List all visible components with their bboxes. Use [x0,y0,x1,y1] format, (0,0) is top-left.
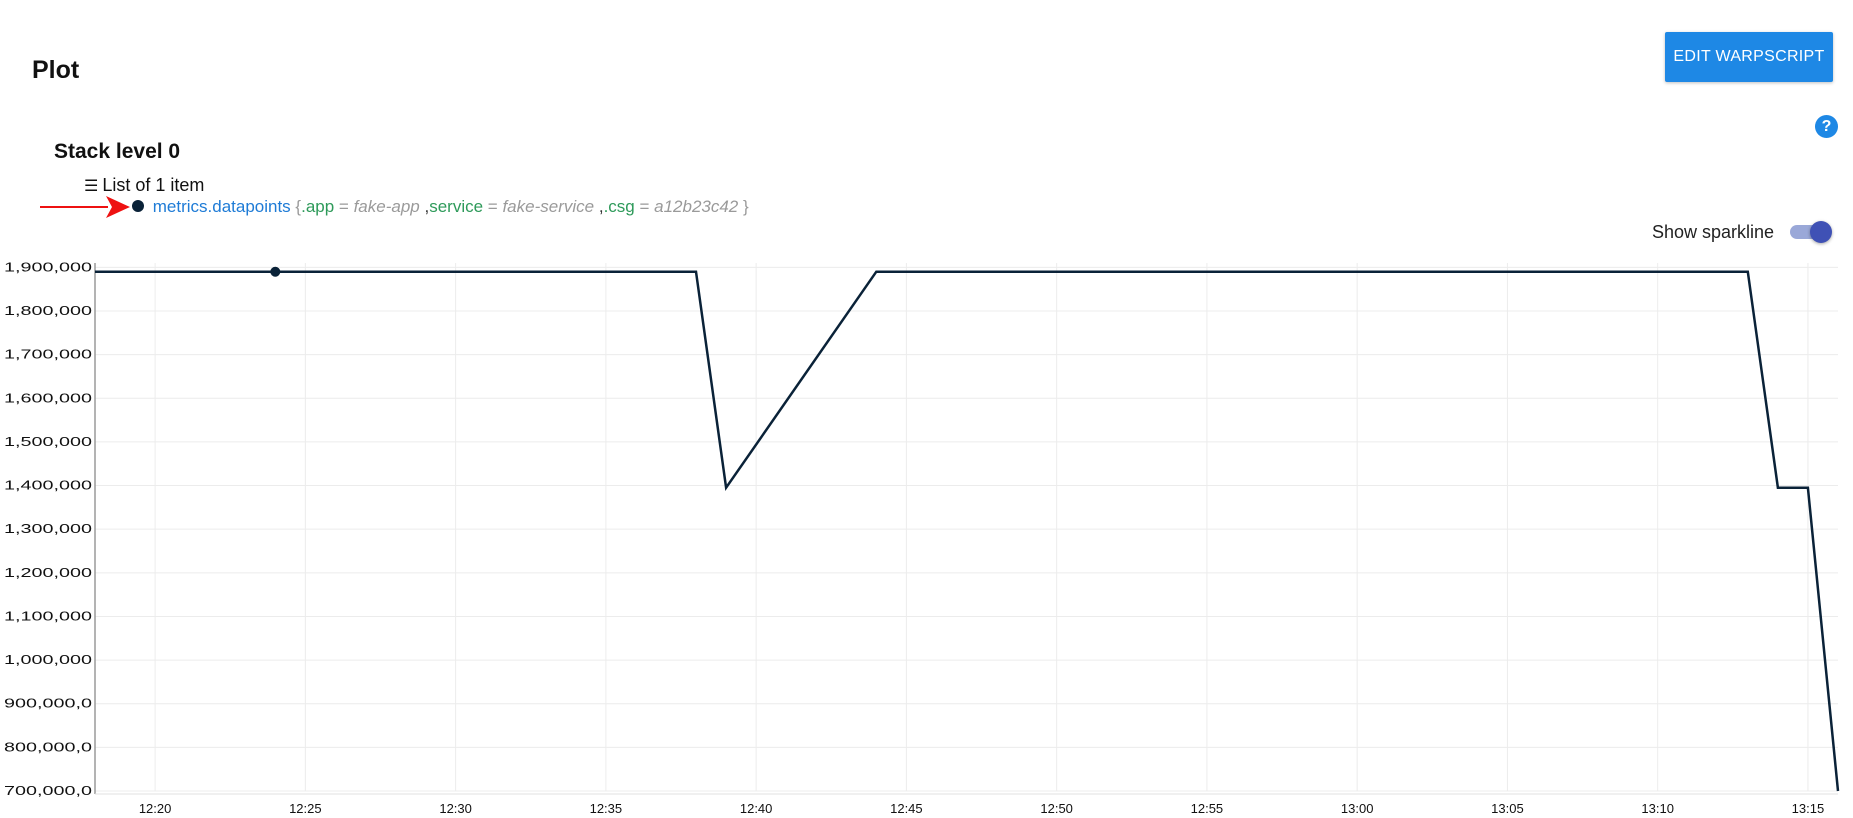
list-label: List of 1 item [102,175,205,195]
label-key-service: service [429,197,484,216]
label-equals: = [634,197,655,216]
y-tick-label-10: 900,000,0 [4,696,92,711]
red-arrow-icon [40,196,130,218]
series-color-dot [132,200,144,212]
label-value-csg: a12b23c42 [654,197,739,216]
y-tick-label-7: 1,200,000 [4,565,92,580]
show-sparkline-label: Show sparkline [1652,222,1775,242]
x-tick-label-3: 12:35 [590,801,623,816]
stack-level-title: Stack level 0 [54,140,181,163]
series-item[interactable]: metrics.datapoints {.app = fake-app ,ser… [132,197,749,217]
y-tick-label-0: 1,900,000 [4,259,92,274]
list-menu-icon: ☰ [84,178,99,195]
x-tick-label-5: 12:45 [890,801,923,816]
x-axis-tick-labels: 12:20 12:25 12:30 12:35 12:40 12:45 12:50 12:55… [139,801,1824,816]
label-equals: = [334,197,354,216]
x-tick-label-2: 12:30 [439,801,472,816]
page-title: Plot [32,56,80,84]
x-tick-label-6: 12:50 [1040,801,1073,816]
labels-open-brace: { [295,197,302,216]
chart-axes [94,263,1838,795]
series-line-0 [95,270,1840,792]
y-tick-label-2: 1,700,000 [4,347,92,362]
y-tick-label-5: 1,400,000 [4,478,92,493]
help-icon[interactable]: ? [1815,115,1838,138]
y-axis-tick-labels: 1,900,000 1,800,000 1,700,000 1,600,000 1,50… [4,259,92,798]
y-tick-label-3: 1,600,000 [4,390,92,405]
label-separator: , [598,197,604,216]
x-tick-label-9: 13:05 [1491,801,1524,816]
y-tick-label-12: 700,000,0 [4,783,92,798]
list-header: ☰ List of 1 item [84,175,204,196]
y-tick-label-6: 1,300,000 [4,521,92,536]
x-tick-label-8: 13:00 [1341,801,1374,816]
chart-grid [95,263,1838,792]
label-separator: , [424,197,430,216]
label-value-service: fake-service [502,197,595,216]
x-tick-label-10: 13:10 [1641,801,1674,816]
y-tick-label-8: 1,100,000 [4,608,92,623]
edit-warpscript-button[interactable]: EDIT WARPSCRIPT [1665,32,1833,82]
x-tick-label-4: 12:40 [740,801,773,816]
labels-close-brace: } [743,197,749,216]
y-tick-label-1: 1,800,000 [4,303,92,318]
label-value-app: fake-app [353,197,420,216]
label-key-app: .app [301,197,335,216]
x-tick-label-0: 12:20 [139,801,172,816]
label-equals: = [483,197,503,216]
y-tick-label-11: 800,000,0 [4,739,92,754]
toggle-knob [1810,221,1832,243]
y-tick-label-4: 1,500,000 [4,434,92,449]
label-key-csg: .csg [603,197,635,216]
series-class-name: metrics.datapoints [152,197,291,216]
x-tick-label-11: 13:15 [1792,801,1825,816]
show-sparkline-toggle[interactable] [1790,221,1832,243]
x-tick-label-1: 12:25 [289,801,322,816]
line-chart: 1,900,000 1,800,000 1,700,000 1,600,000 1,50… [4,259,1840,816]
chart-series [95,266,1840,792]
x-tick-label-7: 12:55 [1191,801,1224,816]
y-tick-label-9: 1,000,000 [4,652,92,667]
series-marker-0 [270,266,281,277]
